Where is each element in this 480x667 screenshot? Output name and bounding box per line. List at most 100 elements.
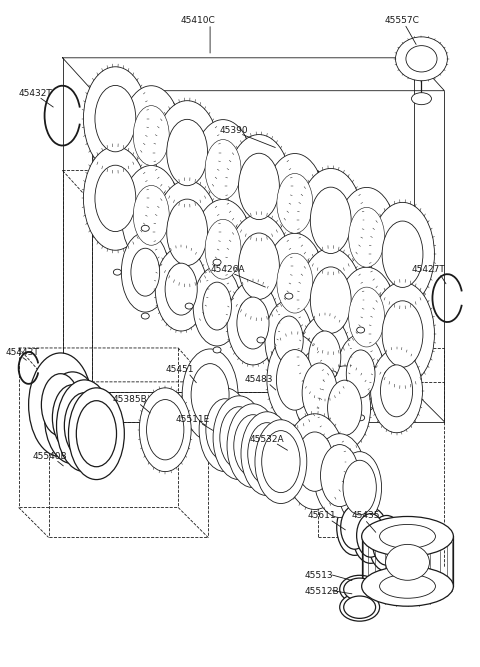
Ellipse shape — [299, 315, 351, 399]
Ellipse shape — [121, 232, 169, 312]
Ellipse shape — [343, 460, 376, 515]
Ellipse shape — [213, 347, 221, 353]
Ellipse shape — [213, 259, 221, 265]
Ellipse shape — [336, 267, 396, 367]
Ellipse shape — [341, 506, 369, 549]
Ellipse shape — [133, 105, 169, 165]
Ellipse shape — [199, 388, 251, 472]
Ellipse shape — [257, 337, 265, 343]
Ellipse shape — [371, 349, 422, 433]
Ellipse shape — [277, 253, 313, 313]
Text: 45511E: 45511E — [175, 415, 209, 424]
Ellipse shape — [369, 516, 405, 572]
Ellipse shape — [344, 596, 376, 618]
Ellipse shape — [193, 199, 253, 299]
Text: 45410C: 45410C — [181, 16, 216, 25]
Text: 45390: 45390 — [220, 125, 249, 135]
Ellipse shape — [227, 214, 291, 318]
Ellipse shape — [338, 452, 382, 524]
Ellipse shape — [406, 45, 437, 72]
Ellipse shape — [95, 85, 136, 152]
Text: 45557C: 45557C — [384, 16, 420, 25]
Text: 45532A: 45532A — [250, 435, 285, 444]
Ellipse shape — [121, 86, 181, 185]
Ellipse shape — [396, 37, 447, 81]
Ellipse shape — [64, 393, 105, 459]
Ellipse shape — [29, 353, 93, 457]
Ellipse shape — [353, 508, 389, 564]
Ellipse shape — [241, 303, 249, 309]
Ellipse shape — [227, 404, 279, 488]
Ellipse shape — [133, 185, 169, 245]
Ellipse shape — [239, 233, 279, 299]
Text: 45483: 45483 — [245, 375, 274, 384]
Ellipse shape — [346, 350, 375, 398]
Ellipse shape — [285, 381, 293, 387]
Ellipse shape — [385, 544, 430, 580]
Ellipse shape — [262, 431, 300, 493]
Text: 45385B: 45385B — [112, 395, 147, 404]
Ellipse shape — [285, 414, 345, 510]
Text: 45513: 45513 — [305, 572, 334, 580]
Ellipse shape — [155, 247, 207, 331]
Ellipse shape — [52, 385, 93, 451]
Ellipse shape — [141, 225, 149, 231]
Ellipse shape — [371, 282, 434, 386]
Ellipse shape — [309, 331, 341, 383]
Ellipse shape — [336, 500, 372, 556]
Ellipse shape — [319, 366, 371, 450]
Ellipse shape — [167, 199, 207, 265]
Ellipse shape — [146, 400, 184, 460]
Ellipse shape — [169, 269, 177, 275]
Text: 45427T: 45427T — [411, 265, 445, 274]
Ellipse shape — [84, 67, 147, 171]
Ellipse shape — [372, 522, 401, 565]
Text: 45611: 45611 — [308, 512, 336, 520]
Ellipse shape — [203, 282, 231, 330]
Ellipse shape — [182, 349, 238, 441]
Text: 45426A: 45426A — [210, 265, 245, 274]
Ellipse shape — [382, 301, 423, 367]
Ellipse shape — [213, 396, 265, 480]
Ellipse shape — [239, 153, 279, 219]
Ellipse shape — [329, 371, 336, 377]
Ellipse shape — [294, 349, 346, 437]
Ellipse shape — [285, 293, 293, 299]
Text: 45432T: 45432T — [19, 89, 52, 97]
Ellipse shape — [380, 524, 435, 548]
Ellipse shape — [131, 248, 160, 296]
Ellipse shape — [357, 514, 384, 557]
Ellipse shape — [302, 363, 337, 423]
Ellipse shape — [348, 287, 384, 347]
Ellipse shape — [265, 153, 325, 253]
Ellipse shape — [382, 221, 423, 287]
Text: 45512B: 45512B — [305, 587, 339, 596]
Ellipse shape — [191, 364, 229, 426]
Ellipse shape — [336, 334, 384, 414]
Ellipse shape — [361, 566, 454, 606]
Ellipse shape — [45, 372, 100, 464]
Ellipse shape — [380, 574, 435, 598]
Ellipse shape — [248, 423, 286, 485]
Ellipse shape — [267, 334, 323, 426]
Ellipse shape — [321, 445, 359, 506]
Ellipse shape — [327, 380, 362, 436]
Ellipse shape — [205, 219, 241, 279]
Text: 45435: 45435 — [352, 512, 380, 520]
Ellipse shape — [165, 263, 197, 315]
Ellipse shape — [275, 316, 303, 364]
Ellipse shape — [155, 101, 219, 204]
Ellipse shape — [139, 388, 191, 472]
Ellipse shape — [348, 207, 384, 267]
Ellipse shape — [265, 233, 325, 333]
Ellipse shape — [381, 365, 413, 417]
Ellipse shape — [84, 147, 147, 250]
Ellipse shape — [185, 303, 193, 309]
Ellipse shape — [227, 281, 279, 365]
Ellipse shape — [205, 139, 241, 199]
Ellipse shape — [361, 516, 454, 556]
Ellipse shape — [234, 415, 272, 477]
Ellipse shape — [237, 297, 269, 349]
Ellipse shape — [95, 165, 136, 231]
Text: 45451: 45451 — [165, 365, 194, 374]
